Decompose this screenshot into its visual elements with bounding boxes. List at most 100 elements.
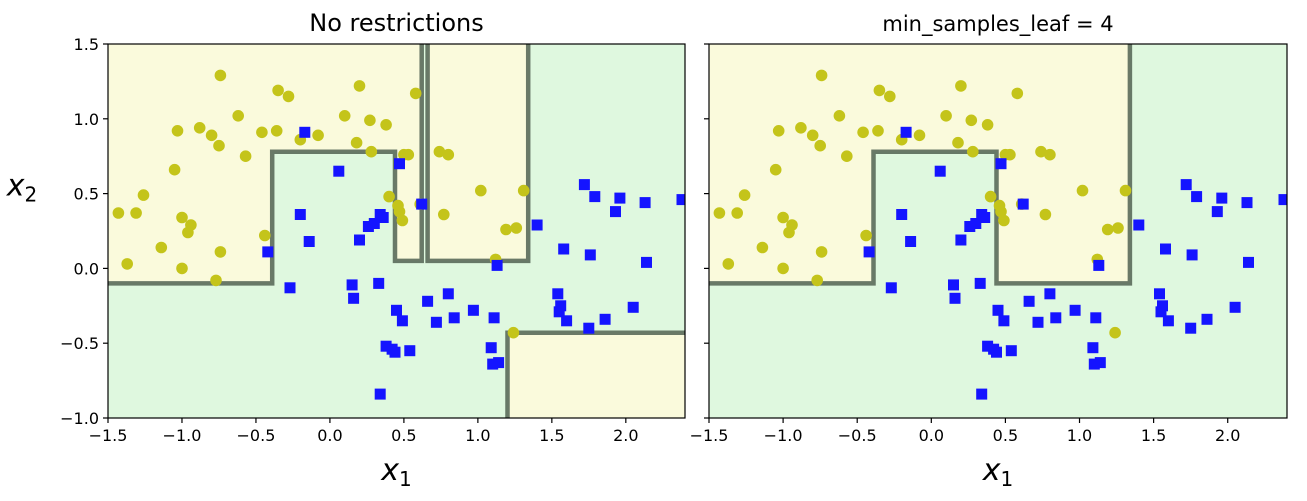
class1-point [934, 165, 946, 177]
class0-point [365, 145, 378, 158]
class1-point [416, 198, 428, 210]
class0-point [383, 190, 395, 203]
class0-point [814, 139, 826, 152]
class1-point [979, 212, 991, 223]
class0-point [409, 87, 422, 100]
class1-point [1023, 295, 1035, 307]
axes-frame [708, 43, 1288, 419]
class1-point [374, 388, 386, 400]
class0-point [815, 246, 828, 258]
class0-point [1119, 184, 1132, 197]
class1-point [394, 158, 405, 170]
class1-point [905, 236, 917, 247]
class0-point [176, 211, 188, 224]
class1-point [558, 243, 570, 255]
class0-point [510, 222, 523, 234]
class0-point [1044, 148, 1056, 161]
x-tick-label: −1.5 [89, 426, 128, 445]
class0-point [193, 122, 206, 134]
class0-point [402, 148, 415, 161]
class0-point [232, 110, 244, 122]
class0-region [709, 44, 1130, 284]
class1-point [970, 218, 982, 229]
class1-point [1191, 191, 1203, 203]
class1-point [368, 218, 380, 229]
class0-point [171, 125, 184, 137]
class1-point [1133, 219, 1145, 231]
class0-point [1109, 326, 1121, 339]
class1-point [583, 322, 595, 334]
class0-point [1101, 223, 1114, 236]
class0-point [860, 229, 872, 242]
class1-point [487, 358, 499, 370]
x-tick-label: 0.0 [317, 426, 342, 445]
class0-point [239, 150, 252, 162]
decision-boundary [108, 44, 424, 286]
class0-point [811, 274, 823, 287]
class1-point [1185, 322, 1197, 334]
class1-point [380, 340, 392, 352]
class1-point [561, 315, 573, 327]
class1-point [1069, 304, 1081, 316]
x-tick-label: 1.5 [1141, 426, 1166, 445]
class1-point [553, 306, 565, 318]
x-axis-label: x1 [982, 453, 1014, 491]
class0-point [393, 205, 406, 218]
class1-point [614, 192, 626, 204]
class1-point [982, 340, 994, 352]
class0-point [353, 80, 366, 92]
class1-point [599, 313, 611, 325]
class0-point [731, 207, 743, 219]
x-tick-label: −1.5 [690, 426, 729, 445]
class0-region [507, 332, 685, 418]
class1-point [488, 312, 500, 324]
class0-point [475, 184, 487, 197]
class0-point [137, 189, 150, 201]
class1-point [955, 234, 967, 246]
y-tick-label: 0.0 [74, 259, 99, 278]
class0-point [965, 114, 978, 127]
class1-point [1032, 316, 1044, 328]
class1-point [422, 295, 434, 307]
class1-point [896, 209, 908, 220]
class0-point [795, 122, 807, 134]
class0-point [433, 145, 446, 158]
y-axis-label: x2 [6, 169, 38, 207]
class1-point [1241, 197, 1253, 209]
class0-point [350, 136, 363, 149]
class0-point [210, 274, 222, 287]
class0-point [396, 214, 409, 227]
class1-point [1216, 192, 1228, 204]
class0-point [772, 125, 785, 137]
class1-point [346, 279, 358, 291]
class1-point [354, 234, 365, 246]
class1-point [1088, 358, 1100, 370]
class0-point [168, 163, 181, 176]
class1-point [1243, 256, 1254, 268]
x-tick-label: 2.0 [613, 426, 638, 445]
class1-point [1017, 198, 1029, 210]
class1-point [974, 277, 986, 289]
decision-boundary [709, 44, 1133, 286]
class0-point [786, 219, 798, 231]
class1-point [641, 256, 652, 268]
class1-point [1155, 306, 1167, 318]
class0-point [995, 205, 1007, 218]
class1-point [493, 357, 505, 369]
class1-point [442, 288, 454, 300]
class1-point [485, 342, 497, 354]
class0-point [259, 229, 271, 242]
class1-point [299, 126, 311, 138]
class0-point [121, 258, 133, 270]
class1-point [1201, 313, 1213, 325]
x-tick-label: 0.5 [993, 426, 1018, 445]
class0-point [1011, 87, 1024, 100]
class0-point [955, 80, 967, 92]
x-tick-label: 0.0 [919, 426, 944, 445]
class1-point [467, 304, 479, 316]
class0-point [438, 208, 450, 221]
class0-point [500, 223, 512, 236]
class0-point [738, 189, 751, 201]
left-panel-no-restrictions: −1.5 −1.0 −0.5 0.0 0.5 1.0 1.5 2.01.51.00.50.0−… [6, 9, 686, 491]
class1-point [1093, 259, 1105, 271]
